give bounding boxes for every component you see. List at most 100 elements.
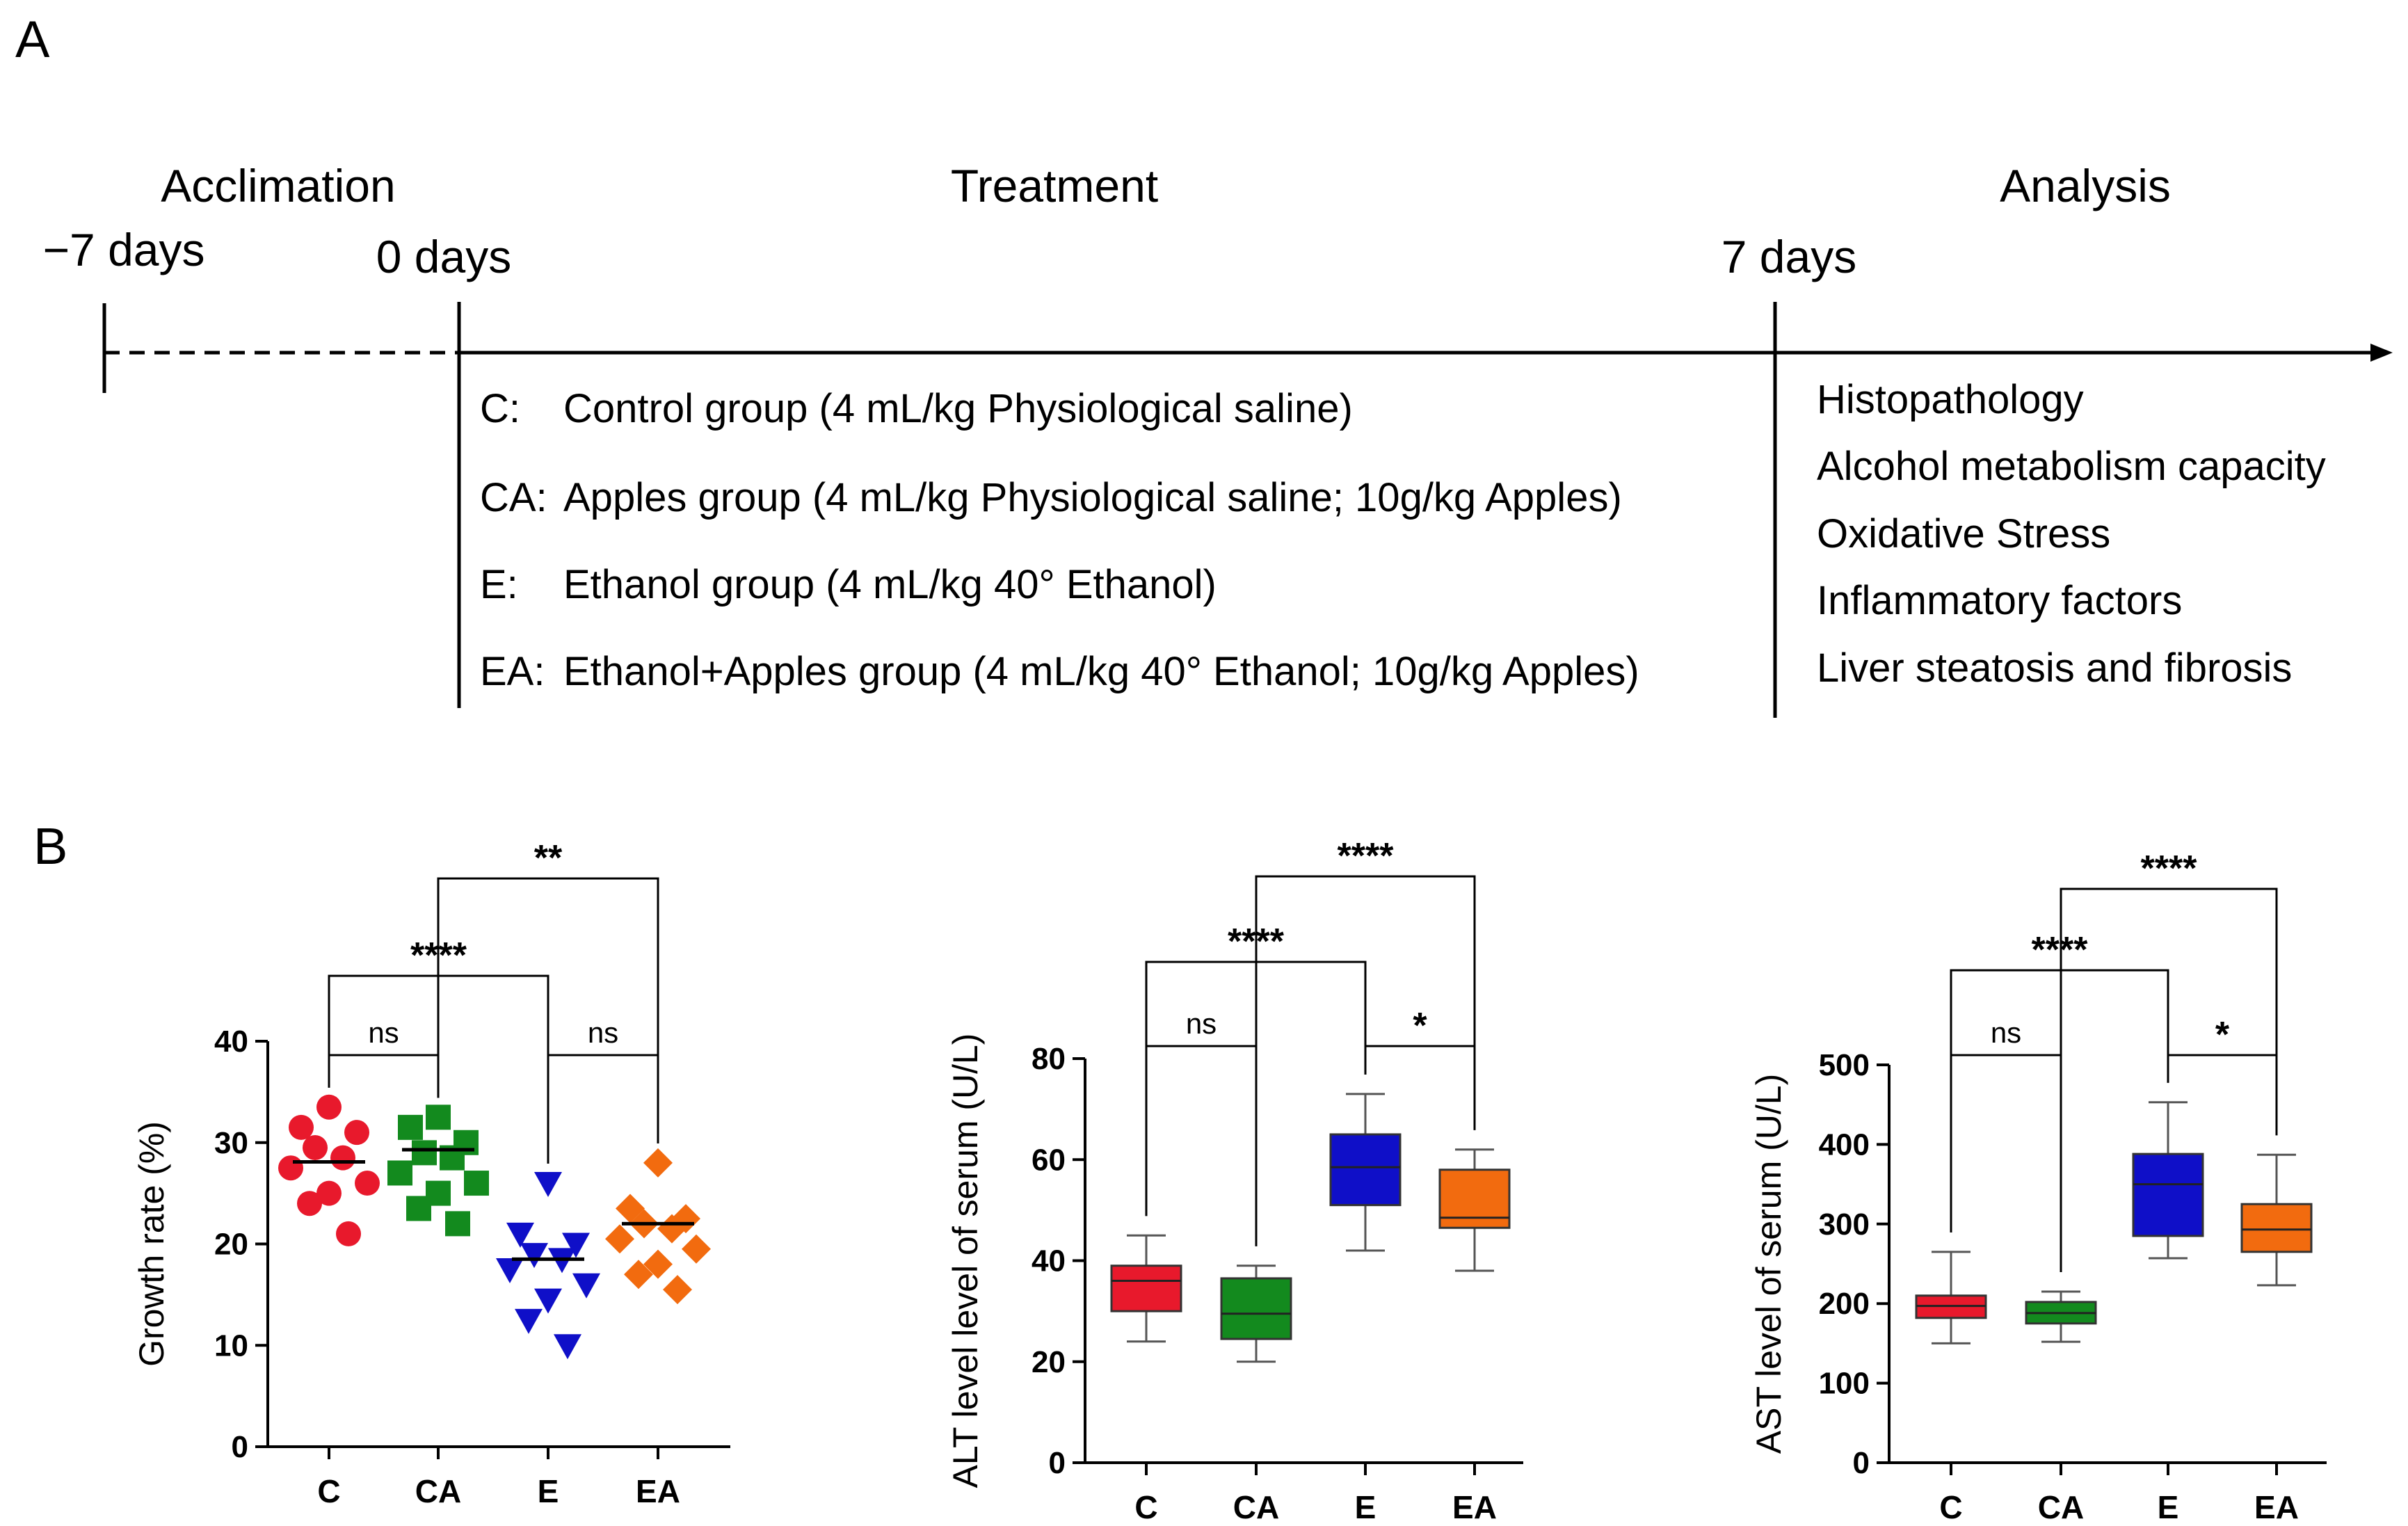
data-point-ea <box>643 1249 673 1279</box>
data-point-ea <box>663 1275 692 1305</box>
group-desc-c: Control group (4 mL/kg Physiological sal… <box>563 386 1353 431</box>
y-axis-label: Growth rate (%) <box>132 1121 171 1367</box>
y-tick-label: 0 <box>232 1430 248 1464</box>
significance-bracket <box>1950 1054 2062 1273</box>
x-tick-label: CA <box>2038 1489 2084 1525</box>
significance-bracket <box>2060 888 2278 1273</box>
data-point-ca <box>464 1171 489 1196</box>
data-point-ea <box>624 1260 653 1290</box>
x-tick-label: C <box>1939 1489 1962 1525</box>
alt-boxplot-chart: 0 20 40 60 80 ALT level level of serum (U/L) C… <box>946 836 1523 1525</box>
panel-a: A Acclimation Treatment Analysis −7 days… <box>15 10 2393 718</box>
data-point-e <box>534 1172 562 1198</box>
y-tick-label: 80 <box>1032 1042 1066 1076</box>
significance-bracket <box>437 877 659 1143</box>
data-point-ca <box>445 1211 470 1237</box>
ast-boxplot-chart: 0 100 200 300 400 500 AST level of serum (U/L)… <box>1749 849 2327 1525</box>
y-axis-label: AST level of serum (U/L) <box>1749 1074 1788 1454</box>
data-point-c <box>316 1180 342 1206</box>
y-tick-label: 200 <box>1819 1287 1870 1321</box>
box-ea <box>2240 1203 2313 1253</box>
data-point-e <box>562 1232 590 1258</box>
data-point-c <box>297 1191 322 1216</box>
group-desc-ea: Ethanol+Apples group (4 mL/kg 40° Ethano… <box>563 649 1639 694</box>
data-point-ea <box>643 1148 673 1178</box>
data-point-c <box>316 1094 342 1120</box>
group-code-e: E: <box>480 562 518 607</box>
data-point-ca <box>387 1160 412 1186</box>
y-tick-label: 60 <box>1032 1143 1066 1177</box>
box-ca <box>1220 1277 1292 1340</box>
y-tick-label: 40 <box>1032 1244 1066 1278</box>
data-point-c <box>289 1114 314 1140</box>
analysis-item: Inflammatory factors <box>1817 578 2182 623</box>
phase-analysis-label: Analysis <box>2000 160 2171 211</box>
data-point-ca <box>412 1140 437 1166</box>
day-0-label: 0 days <box>376 231 511 282</box>
significance-label: * <box>2215 1015 2230 1055</box>
y-tick-label: 20 <box>214 1228 248 1262</box>
panel-b-label: B <box>33 817 67 875</box>
data-point-e <box>515 1308 543 1334</box>
x-tick-label: CA <box>415 1473 461 1509</box>
x-tick-label: C <box>317 1473 340 1509</box>
data-point-ca <box>398 1114 423 1140</box>
panel-a-label: A <box>15 10 50 68</box>
significance-bracket <box>2167 1054 2278 1136</box>
significance-label: ** <box>534 838 563 878</box>
x-tick-label: C <box>1134 1489 1157 1525</box>
x-tick-label: EA <box>636 1473 680 1509</box>
data-point-c <box>344 1120 369 1146</box>
significance-bracket <box>328 1054 440 1098</box>
data-point-ca <box>426 1105 451 1130</box>
significance-label: ns <box>588 1016 618 1049</box>
group-desc-e: Ethanol group (4 mL/kg 40° Ethanol) <box>563 562 1217 607</box>
x-tick-label: EA <box>1452 1489 1497 1525</box>
group-code-c: C: <box>480 386 520 431</box>
x-tick-label: E <box>538 1473 559 1509</box>
data-point-c <box>303 1135 328 1161</box>
x-tick-label: E <box>1355 1489 1376 1525</box>
box-e <box>2132 1152 2204 1237</box>
significance-bracket <box>1364 1045 1476 1130</box>
data-point-c <box>355 1171 380 1196</box>
analysis-item: Oxidative Stress <box>1817 511 2110 556</box>
significance-label: * <box>1413 1006 1427 1046</box>
data-point-e <box>506 1222 534 1248</box>
significance-label: **** <box>2141 849 2198 889</box>
y-tick-label: 0 <box>1853 1446 1870 1480</box>
data-point-e <box>554 1334 581 1360</box>
y-tick-label: 0 <box>1049 1446 1066 1480</box>
data-point-ea <box>682 1234 711 1264</box>
significance-label: ns <box>1991 1016 2021 1049</box>
y-tick-label: 10 <box>214 1328 248 1363</box>
box-e <box>1329 1133 1402 1207</box>
x-tick-label: EA <box>2254 1489 2299 1525</box>
day-minus-7-label: −7 days <box>43 224 205 275</box>
group-code-ca: CA: <box>480 475 547 520</box>
significance-label: **** <box>2032 930 2089 970</box>
x-tick-label: CA <box>1233 1489 1279 1525</box>
x-tick-label: E <box>2158 1489 2179 1525</box>
y-tick-label: 30 <box>214 1126 248 1160</box>
day-7-label: 7 days <box>1721 231 1856 282</box>
data-point-e <box>534 1288 562 1314</box>
group-code-ea: EA: <box>480 649 545 694</box>
data-point-e <box>572 1273 600 1299</box>
data-point-ea <box>605 1224 634 1254</box>
phase-treatment-label: Treatment <box>951 160 1158 211</box>
y-axis-label: ALT level level of serum (U/L) <box>946 1034 985 1488</box>
box-ea <box>1438 1168 1511 1229</box>
box-c <box>1110 1264 1182 1312</box>
timeline-arrowhead <box>2370 344 2393 362</box>
y-tick-label: 40 <box>214 1025 248 1059</box>
data-point-e <box>520 1243 548 1269</box>
data-point-e <box>496 1258 524 1283</box>
data-point-c <box>330 1145 355 1171</box>
data-point-ca <box>406 1196 431 1221</box>
y-tick-label: 500 <box>1819 1048 1870 1082</box>
data-point-c <box>336 1221 361 1246</box>
significance-bracket <box>1950 969 2169 1232</box>
analysis-item: Liver steatosis and fibrosis <box>1817 645 2292 691</box>
